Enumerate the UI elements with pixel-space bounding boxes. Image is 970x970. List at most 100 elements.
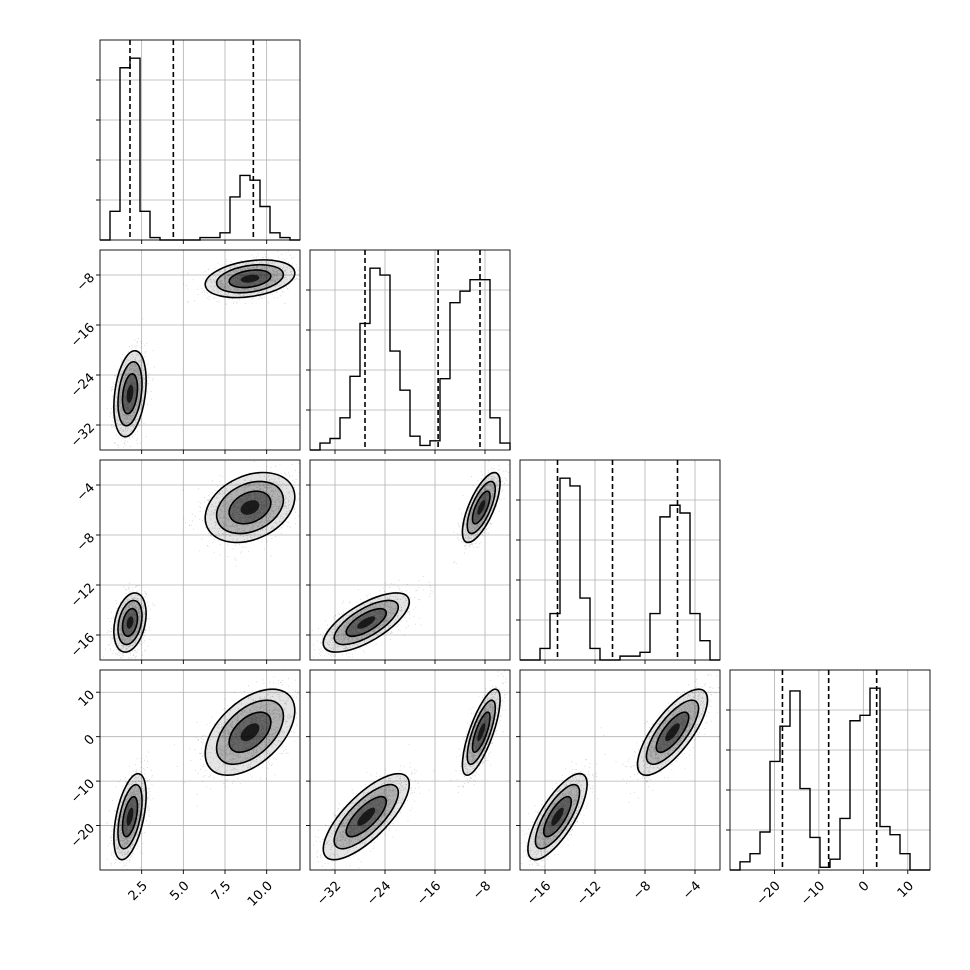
x-tick-label: 5.0 bbox=[167, 879, 192, 904]
density-shade bbox=[477, 723, 486, 742]
contour-line bbox=[471, 490, 491, 525]
contour-line bbox=[333, 599, 400, 646]
x-tick-label: −4 bbox=[680, 879, 704, 903]
density-shade bbox=[240, 274, 260, 283]
contour-line bbox=[322, 592, 411, 653]
histogram-2 bbox=[520, 477, 720, 661]
x-tick-label: 0 bbox=[856, 879, 872, 895]
contour-line bbox=[471, 711, 491, 754]
panel-frame bbox=[309, 459, 511, 661]
contour-line bbox=[215, 480, 285, 535]
density-shade bbox=[357, 807, 376, 826]
histogram-1 bbox=[310, 267, 511, 451]
panel-frame bbox=[309, 669, 511, 871]
hist-panel-2 bbox=[516, 459, 721, 664]
contour-line bbox=[117, 783, 143, 850]
panel-frame bbox=[309, 249, 511, 451]
contour-line bbox=[204, 688, 296, 777]
y-tick-label: −8 bbox=[74, 530, 98, 554]
contour-line bbox=[228, 269, 272, 289]
pair-content bbox=[100, 670, 300, 870]
x-tick-label: 10 bbox=[895, 879, 917, 901]
y-tick-label: −10 bbox=[68, 777, 98, 807]
pair-content bbox=[100, 250, 300, 450]
x-tick-label: −12 bbox=[574, 879, 604, 909]
contour-line bbox=[113, 349, 147, 438]
panel-frame bbox=[99, 39, 301, 241]
contour-line bbox=[215, 263, 285, 294]
density-shade bbox=[126, 384, 134, 403]
contour-line bbox=[113, 772, 147, 861]
hist-panel-3 bbox=[726, 669, 931, 871]
contour-line bbox=[636, 688, 709, 777]
density-shade bbox=[126, 807, 134, 826]
contour-line bbox=[117, 599, 143, 646]
panel-frame bbox=[729, 669, 931, 871]
pair-panel-1-2 bbox=[306, 459, 511, 664]
density-shade bbox=[126, 616, 134, 629]
pair-content bbox=[310, 670, 510, 870]
pair-panel-2-3 bbox=[516, 669, 721, 871]
pair-content bbox=[100, 460, 300, 660]
contour-line bbox=[333, 783, 400, 850]
y-tick-label: −20 bbox=[68, 821, 98, 851]
y-tick-label: −8 bbox=[74, 270, 98, 294]
y-tick-label: −16 bbox=[68, 320, 98, 350]
x-tick-label: −8 bbox=[470, 879, 494, 903]
x-tick-label: 10.0 bbox=[245, 879, 276, 910]
hist-panel-0 bbox=[96, 39, 301, 244]
pair-panel-0-2: −4 −8 −12 −16 bbox=[68, 459, 301, 664]
density-shade bbox=[240, 723, 260, 742]
contour-line bbox=[121, 795, 139, 838]
contour-line bbox=[655, 711, 690, 754]
x-tick-label: −20 bbox=[754, 879, 784, 909]
x-tick-label: −16 bbox=[414, 879, 444, 909]
contour-line bbox=[204, 259, 296, 299]
panel-frame bbox=[519, 669, 721, 871]
pair-panel-0-1: −8 −16 −24 −32 bbox=[68, 249, 301, 454]
y-tick-label: −12 bbox=[68, 580, 98, 610]
density-shade bbox=[551, 807, 564, 826]
contour-line bbox=[527, 772, 588, 861]
y-tick-label: 10 bbox=[76, 688, 98, 710]
contour-line bbox=[461, 471, 501, 544]
x-tick-label: −10 bbox=[798, 879, 828, 909]
y-tick-label: −24 bbox=[68, 370, 98, 400]
contour-line bbox=[121, 607, 139, 638]
x-tick-label: −32 bbox=[314, 879, 344, 909]
x-tick-label: −8 bbox=[630, 879, 654, 903]
density-shade bbox=[477, 500, 486, 515]
density-shade bbox=[665, 723, 680, 742]
x-tick-label: −24 bbox=[364, 879, 394, 909]
x-tick-label: 7.5 bbox=[209, 879, 234, 904]
y-tick-label: −4 bbox=[74, 480, 98, 504]
panel-frame bbox=[99, 669, 301, 871]
x-tick-label: 2.5 bbox=[126, 879, 151, 904]
pair-content bbox=[310, 460, 510, 660]
pair-content bbox=[520, 670, 720, 870]
hist-panel-1 bbox=[306, 249, 511, 454]
contour-line bbox=[466, 699, 497, 766]
pair-panel-0-3: 10 0 −10 −20 bbox=[68, 669, 301, 871]
contour-line bbox=[534, 783, 581, 850]
contour-line bbox=[117, 360, 143, 427]
density-shade bbox=[357, 616, 376, 629]
panel-frame bbox=[519, 459, 721, 661]
contour-line bbox=[542, 795, 573, 838]
contour-line bbox=[345, 607, 388, 638]
scatter-points bbox=[100, 250, 300, 449]
y-tick-label: −32 bbox=[68, 420, 98, 450]
contour-line bbox=[228, 490, 272, 525]
panel-frame bbox=[99, 249, 301, 451]
contour-line bbox=[466, 480, 497, 535]
y-tick-label: 0 bbox=[82, 732, 98, 748]
contour-line bbox=[345, 795, 388, 838]
contour-line bbox=[461, 688, 501, 777]
x-tick-label: −16 bbox=[524, 879, 554, 909]
contour-line bbox=[215, 699, 285, 766]
contour-line bbox=[322, 772, 411, 861]
contour-line bbox=[645, 699, 700, 766]
panel-frame bbox=[99, 459, 301, 661]
panels-layer: −20 −10 0 10 −8 −16 −24 −32 −4 −8 −12 −16 10 0 −10 −20 2… bbox=[68, 39, 931, 910]
